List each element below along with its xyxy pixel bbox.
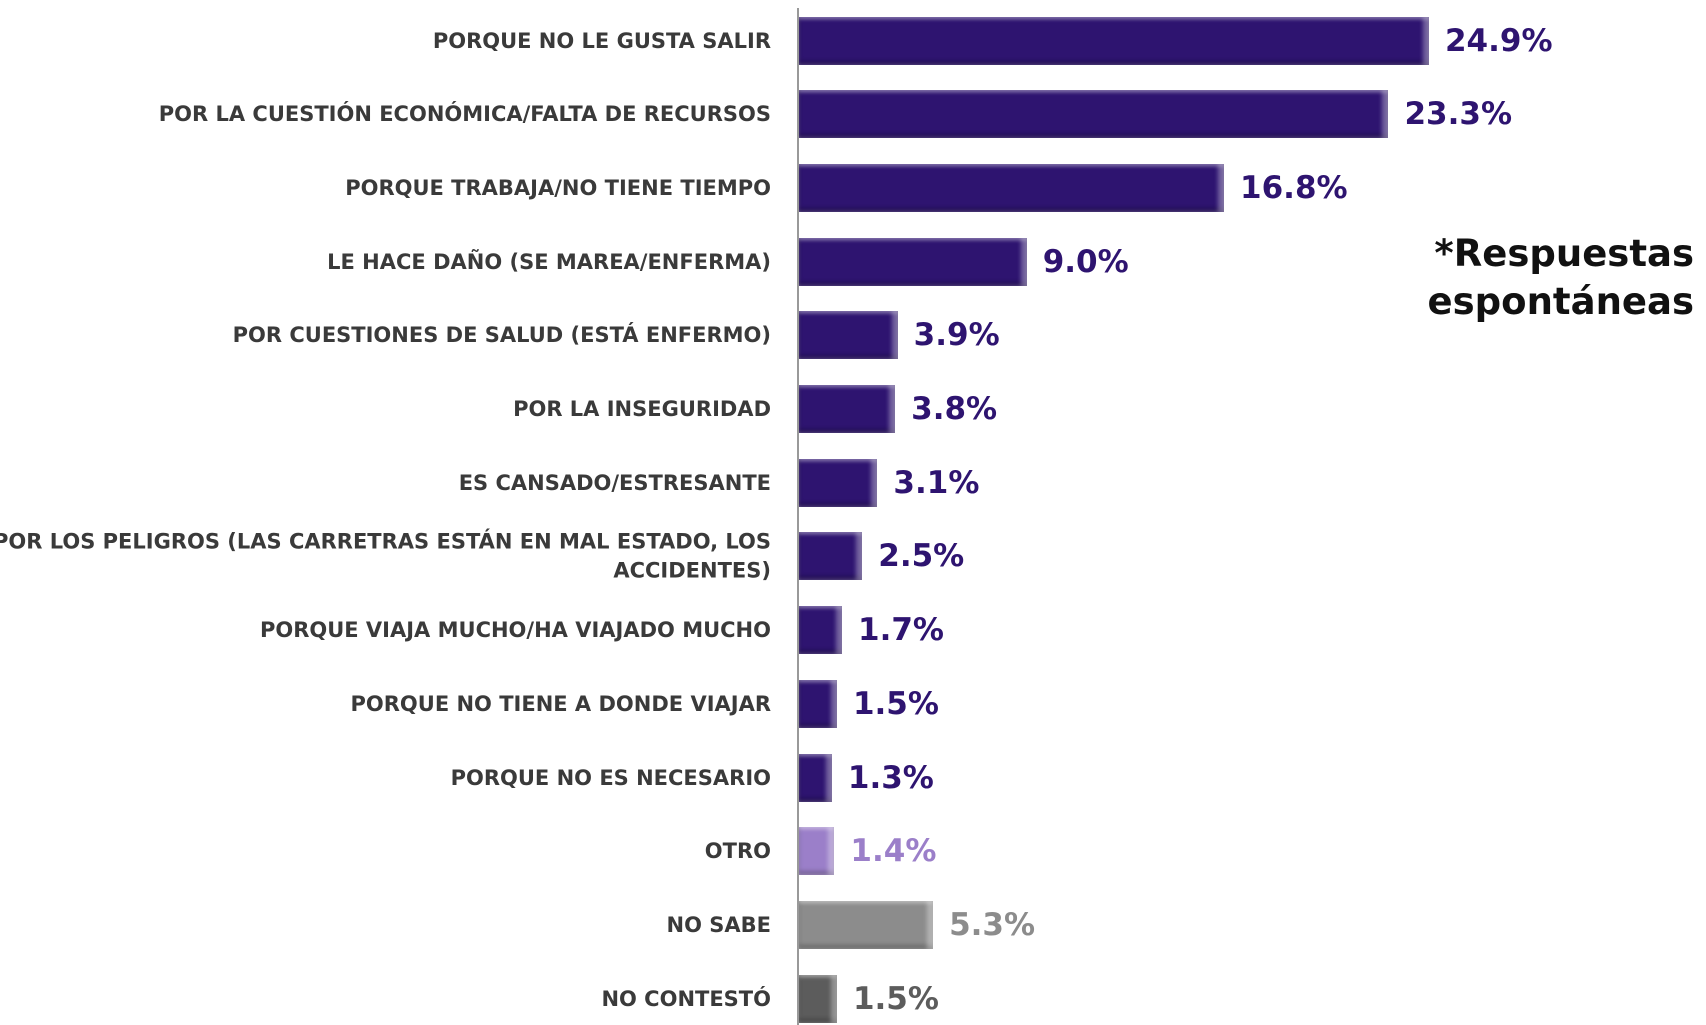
category-label: OTRO	[704, 839, 771, 864]
category-label: POR LA INSEGURIDAD	[513, 396, 771, 421]
value-label: 5.3%	[949, 906, 1036, 943]
category-label: POR LOS PELIGROS (LAS CARRETRAS ESTÁN EN…	[0, 530, 771, 583]
bar	[799, 606, 842, 655]
bar	[799, 311, 898, 360]
category-label: ES CANSADO/ESTRESANTE	[458, 470, 771, 495]
value-label: 2.5%	[878, 538, 965, 575]
annotation: *Respuestas espontáneas	[1428, 230, 1694, 326]
value-label: 1.7%	[858, 612, 944, 649]
bar	[799, 90, 1389, 139]
annotation-line: espontáneas	[1427, 280, 1694, 324]
value-label: 16.8%	[1240, 169, 1348, 206]
category-label: PORQUE NO LE GUSTA SALIR	[432, 28, 771, 53]
bar	[799, 827, 835, 876]
value-label: 23.3%	[1404, 96, 1513, 133]
bar	[799, 532, 863, 581]
value-label: 24.9%	[1444, 22, 1553, 59]
value-label: 3.9%	[913, 317, 1000, 354]
bar	[799, 900, 934, 949]
bar	[799, 16, 1429, 65]
category-label: PORQUE VIAJA MUCHO/HA VIAJADO MUCHO	[259, 617, 771, 642]
bar	[799, 458, 878, 507]
bar	[799, 974, 837, 1023]
value-label: 9.0%	[1042, 243, 1129, 280]
value-label: 1.3%	[847, 759, 934, 796]
category-label: POR LA CUESTIÓN ECONÓMICA/FALTA DE RECUR…	[158, 102, 771, 127]
value-label: 3.8%	[911, 391, 998, 427]
category-label: NO SABE	[666, 912, 771, 937]
category-label: PORQUE NO TIENE A DONDE VIAJAR	[350, 691, 772, 716]
bar	[799, 237, 1027, 286]
value-label: 1.5%	[852, 980, 939, 1017]
bar	[799, 163, 1225, 212]
category-label: POR CUESTIONES DE SALUD (ESTÁ ENFERMO)	[232, 323, 771, 348]
value-label: 1.5%	[852, 685, 939, 722]
bar	[799, 753, 832, 802]
category-label: LE HACE DAÑO (SE MAREA/ENFERMA)	[327, 249, 771, 274]
category-label: PORQUE NO ES NECESARIO	[450, 765, 771, 790]
category-label: NO CONTESTÓ	[601, 986, 771, 1011]
bar	[799, 679, 837, 728]
value-label: 1.4%	[850, 833, 937, 870]
value-label: 3.1%	[893, 464, 980, 501]
category-label: PORQUE TRABAJA/NO TIENE TIEMPO	[345, 175, 771, 200]
bar	[799, 385, 896, 433]
annotation-line: *Respuestas	[1434, 232, 1694, 275]
axis-line	[797, 8, 799, 1025]
